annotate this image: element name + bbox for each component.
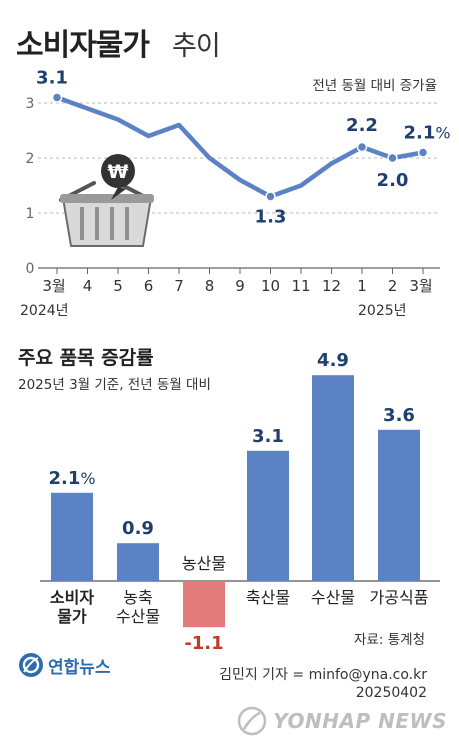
x-tick-label: 11 [291,277,310,295]
speech-tail [111,187,126,200]
y-tick-label: 0 [26,261,35,277]
x-tick-label: 8 [205,277,215,295]
data-point [356,141,368,153]
coin-bubble [101,154,135,188]
x-tick-label: 4 [83,277,93,295]
x-tick-label: 5 [113,277,123,295]
bar-chart: 2.1%소비자물가0.9농축수산물-1.1농산물3.1축산물4.9수산물3.6가… [40,350,440,654]
category-label: 수산물 [116,607,160,626]
reporter-credit: 김민지 기자 = minfo@yna.co.kr [219,667,427,683]
yonhap-logo: 연합뉴스 [18,652,111,678]
data-label: 2.0 [377,170,409,191]
x-tick-label: 7 [174,277,184,295]
won-icon: ₩ [108,161,129,183]
data-point [51,92,63,103]
year-label-2025: 2025년 [358,303,407,319]
basket-rim [60,194,154,203]
basket-body [61,197,153,247]
category-label: 가공식품 [370,588,429,607]
category-label: 농산물 [182,554,226,573]
x-tick-label: 3월 [42,277,65,295]
bar [51,492,93,581]
y-tick-label: 2 [26,151,35,167]
bar [117,543,159,581]
bar-value-label: 2.1% [48,468,95,489]
bar-chart-title: 주요 품목 증감률 [18,347,154,369]
y-tick-label: 1 [26,206,35,222]
bar [247,450,289,581]
bar-value-label: -1.1 [184,633,223,654]
year-label-2024: 2024년 [20,303,69,319]
data-label: 2.2 [346,115,378,136]
data-point [265,191,276,202]
yonhap-logo-icon [19,653,43,677]
x-tick-label: 3월 [409,277,432,295]
x-tick-label: 12 [322,277,341,295]
logo-text: 연합뉴스 [48,657,111,678]
page-title: 소비자물가 [16,28,150,63]
category-label: 수산물 [311,588,355,607]
x-tick-label: 10 [261,277,280,295]
category-label: 소비자 [50,588,94,607]
x-tick-label: 6 [144,277,154,295]
bar-value-label: 3.1 [252,426,284,447]
watermark: YONHAP NEWS [237,706,447,736]
x-tick-label: 9 [235,277,245,295]
shopping-basket-icon: ₩ [59,154,154,247]
page-subtitle: 추이 [172,31,221,62]
bar [183,581,225,628]
bar-value-label: 0.9 [122,518,154,539]
bar-value-label: 4.9 [317,350,349,371]
watermark-text: YONHAP NEWS [273,709,447,733]
bar [378,429,420,581]
category-label: 축산물 [246,588,290,607]
x-tick-label: 2 [388,277,398,295]
bar-value-label: 3.6 [383,405,415,426]
y-tick-label: 3 [26,96,35,112]
category-label: 농축 [123,588,152,607]
category-label: 물가 [57,607,87,626]
data-point [387,152,398,164]
x-tick-label: 1 [357,277,367,295]
data-point [417,147,429,158]
watermark-icon [238,706,267,736]
data-label: 1.3 [255,207,287,228]
source-note: 자료: 통계청 [354,632,425,648]
bar [312,375,354,581]
data-label: 2.1% [403,123,450,144]
data-label: 3.1 [36,68,68,89]
bar-chart-subtitle: 2025년 3월 기준, 전년 동월 대비 [18,377,211,393]
graphic-code: 20250402 [355,685,427,701]
line-chart-unit-label: 전년 동월 대비 증가율 [312,78,437,94]
